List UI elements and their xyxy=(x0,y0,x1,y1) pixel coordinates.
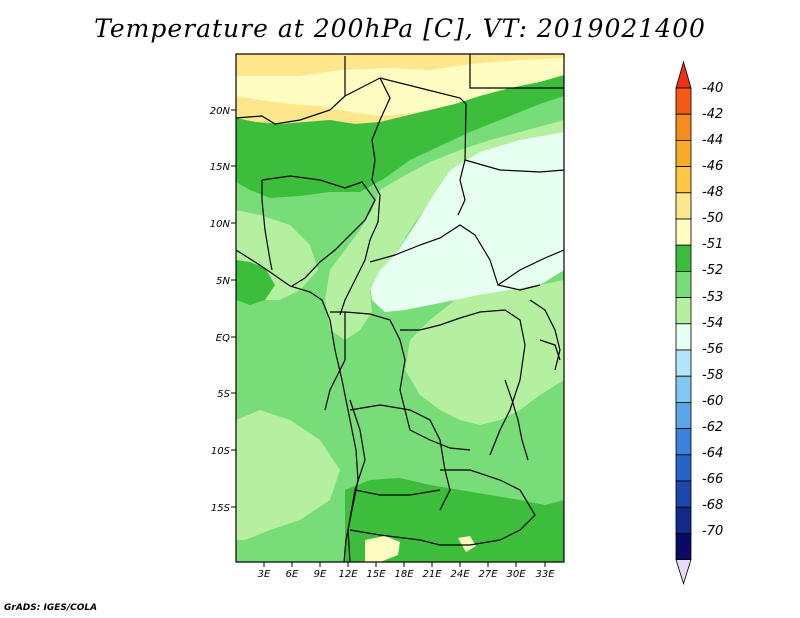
colorbar-swatch xyxy=(675,244,692,272)
colorbar-swatch xyxy=(675,113,692,141)
lat-label-20n: 20N xyxy=(210,106,231,117)
band-minus-53-sw xyxy=(236,410,340,540)
colorbar-swatch xyxy=(675,323,692,351)
colorbar-bottom-arrow xyxy=(675,559,692,585)
colorbar-label: -62 xyxy=(702,420,723,435)
temperature-shading xyxy=(236,54,564,562)
lon-label-21e: 21E xyxy=(422,569,442,580)
colorbar-label: -40 xyxy=(702,81,723,96)
colorbar-label: -44 xyxy=(702,133,723,148)
colorbar-label: -68 xyxy=(702,498,723,513)
lon-label-27e: 27E xyxy=(478,569,498,580)
lat-label-5n: 5N xyxy=(216,276,230,287)
colorbar-label: -66 xyxy=(702,472,723,487)
lon-label-33e: 33E xyxy=(535,569,555,580)
band-minus-53-lobe xyxy=(325,120,564,340)
grads-credit: GrADS: IGES/COLA xyxy=(4,603,98,613)
colorbar-label: -53 xyxy=(702,290,723,305)
band-minus-52-west-coast xyxy=(236,260,275,305)
band-minus-51-south xyxy=(365,536,400,562)
band-minus-51-south-2 xyxy=(458,536,476,552)
band-minus-53-east xyxy=(405,280,564,425)
lon-label-18e: 18E xyxy=(394,569,414,580)
colorbar-swatch xyxy=(675,218,692,246)
colorbar-swatch xyxy=(675,87,692,115)
band-minus-52-south xyxy=(345,478,564,562)
colorbar-swatch xyxy=(675,454,692,482)
colorbar-swatch xyxy=(675,192,692,220)
colorbar-label: -56 xyxy=(702,342,723,357)
colorbar-top-arrow xyxy=(675,60,692,89)
lon-label-15e: 15E xyxy=(366,569,386,580)
colorbar-swatch xyxy=(675,401,692,429)
colorbar-swatch xyxy=(675,139,692,167)
lat-label-10n: 10N xyxy=(210,219,231,230)
colorbar-label: -51 xyxy=(702,237,723,252)
colorbar-swatch xyxy=(675,480,692,508)
colorbar-label: -42 xyxy=(702,107,723,122)
map-frame xyxy=(235,53,565,563)
band-minus-52-north xyxy=(236,75,564,198)
colorbar-label: -60 xyxy=(702,394,723,409)
colorbar-label: -50 xyxy=(702,211,723,226)
colorbar-swatch xyxy=(675,349,692,377)
colorbar-swatch xyxy=(675,428,692,456)
colorbar-label: -54 xyxy=(702,316,723,331)
band-minus-51-top xyxy=(236,58,564,116)
colorbar-label: -48 xyxy=(702,185,723,200)
lon-label-12e: 12E xyxy=(338,569,358,580)
colorbar-swatch xyxy=(675,166,692,194)
lat-label-eq: EQ xyxy=(216,333,230,344)
colorbar-swatch xyxy=(675,270,692,298)
lon-label-24e: 24E xyxy=(450,569,470,580)
lat-label-15s: 15S xyxy=(211,503,231,514)
colorbar-swatch xyxy=(675,297,692,325)
colorbar xyxy=(675,60,692,585)
colorbar-swatch xyxy=(675,506,692,534)
country-borders xyxy=(236,54,564,562)
colorbar-label: -58 xyxy=(702,368,723,383)
colorbar-label: -70 xyxy=(702,524,723,539)
band-minus-54-central xyxy=(370,130,564,312)
lon-label-30e: 30E xyxy=(506,569,526,580)
lat-label-15n: 15N xyxy=(210,162,231,173)
colorbar-swatch xyxy=(675,533,692,561)
map-title: Temperature at 200hPa [C], VT: 201902140… xyxy=(94,14,706,43)
lon-label-3e: 3E xyxy=(258,569,271,580)
lon-label-9e: 9E xyxy=(314,569,327,580)
colorbar-swatch xyxy=(675,375,692,403)
lat-label-5s: 5S xyxy=(217,389,230,400)
colorbar-label: -52 xyxy=(702,263,723,278)
lon-label-6e: 6E xyxy=(286,569,299,580)
colorbar-label: -64 xyxy=(702,446,723,461)
colorbar-label: -46 xyxy=(702,159,723,174)
lat-label-10s: 10S xyxy=(211,446,231,457)
